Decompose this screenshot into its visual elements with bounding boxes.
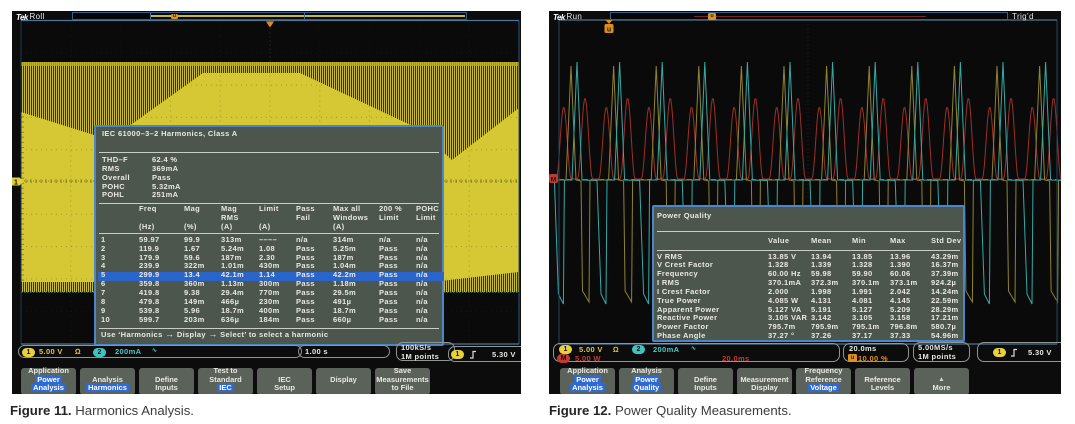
svg-text:1: 1 (14, 179, 18, 186)
svg-text:u: u (607, 27, 611, 34)
svg-text:M: M (551, 177, 556, 184)
